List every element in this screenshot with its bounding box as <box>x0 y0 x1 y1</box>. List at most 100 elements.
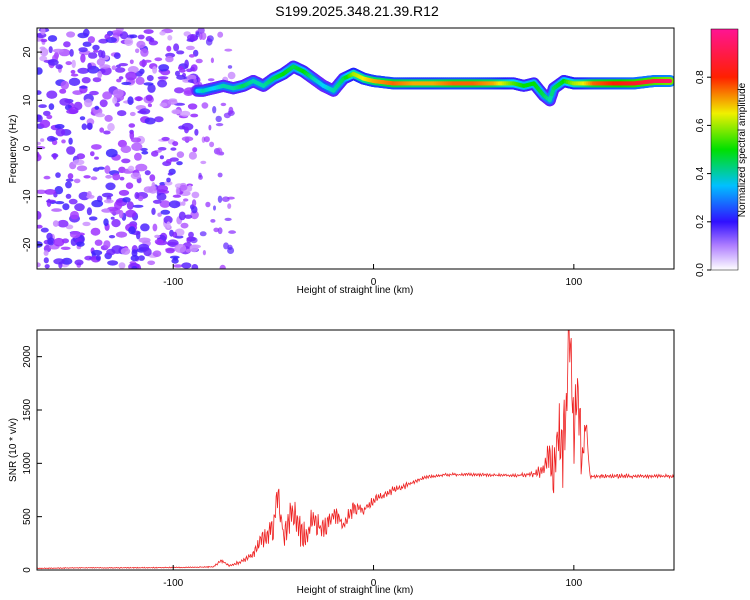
noise-blob <box>140 48 149 57</box>
snr-plot-area <box>37 330 674 570</box>
noise-blob <box>88 216 98 221</box>
noise-blob <box>121 81 132 86</box>
noise-blob <box>199 231 207 237</box>
noise-blob <box>110 216 115 220</box>
noise-blob <box>209 141 215 148</box>
y-tick-label: 2000 <box>22 345 33 368</box>
noise-blob <box>104 165 111 174</box>
noise-blob <box>50 137 58 141</box>
noise-blob <box>129 131 135 140</box>
noise-blob <box>82 221 91 227</box>
spectrogram-ridge <box>191 60 674 107</box>
noise-blob <box>37 114 43 123</box>
noise-blob <box>213 227 219 233</box>
noise-blob <box>163 215 173 224</box>
noise-blob <box>118 210 124 219</box>
noise-blob <box>165 248 175 254</box>
noise-blob <box>184 126 189 134</box>
noise-blob <box>86 122 93 130</box>
noise-blob <box>126 201 134 210</box>
noise-blob <box>157 79 168 88</box>
noise-blob <box>111 30 123 35</box>
noise-blob <box>107 260 119 266</box>
noise-blob <box>227 203 232 209</box>
noise-blob <box>210 57 214 64</box>
noise-blob <box>224 48 233 52</box>
noise-blob <box>135 76 145 85</box>
spectrogram-y-ticks: -20 -10 0 10 20 <box>22 46 42 252</box>
noise-blob <box>63 41 71 48</box>
noise-blob <box>176 50 185 55</box>
noise-blob <box>89 90 99 96</box>
noise-blob <box>167 239 179 247</box>
noise-blob <box>118 63 129 67</box>
noise-blob <box>71 59 76 69</box>
noise-blob <box>174 87 185 94</box>
noise-blob <box>111 219 121 228</box>
noise-blob <box>154 116 164 123</box>
noise-blob <box>203 136 210 143</box>
noise-blob <box>205 38 213 46</box>
noise-blob <box>111 65 117 70</box>
noise-blob <box>95 254 101 261</box>
noise-blob <box>159 31 166 36</box>
noise-blob <box>125 209 137 218</box>
noise-blob <box>119 176 125 181</box>
noise-blob <box>88 52 98 59</box>
noise-blob <box>76 241 85 247</box>
noise-blob <box>108 235 116 239</box>
colorbar-tick-label: 0.8 <box>695 70 706 84</box>
noise-blob <box>173 43 180 52</box>
noise-blob <box>134 96 143 101</box>
noise-blob <box>156 184 169 193</box>
noise-blob <box>178 68 186 73</box>
noise-blob <box>207 78 215 82</box>
noise-blob <box>159 102 168 107</box>
noise-blob <box>187 103 198 110</box>
noise-blob <box>121 158 131 164</box>
noise-blob <box>140 223 150 232</box>
noise-blob <box>159 200 171 208</box>
noise-blob <box>139 60 148 67</box>
noise-blob <box>87 36 95 44</box>
noise-blob <box>227 65 233 69</box>
x-tick-label: -100 <box>163 578 183 589</box>
noise-blob <box>47 59 59 66</box>
noise-blob <box>37 141 41 146</box>
noise-blob <box>187 79 199 84</box>
noise-blob <box>158 64 170 72</box>
noise-blob <box>217 31 224 38</box>
noise-blob <box>169 157 179 162</box>
noise-blob <box>148 40 159 46</box>
noise-blob <box>144 117 156 125</box>
noise-blob <box>129 59 134 65</box>
noise-blob <box>135 163 148 172</box>
noise-blob <box>188 231 194 238</box>
noise-blob <box>37 153 42 162</box>
noise-blob <box>160 209 171 215</box>
noise-blob <box>37 90 42 95</box>
noise-blob <box>54 186 64 195</box>
noise-blob <box>134 152 142 161</box>
noise-blob <box>190 64 198 72</box>
noise-blob <box>141 150 149 155</box>
noise-blob <box>136 40 146 49</box>
x-tick-label: 0 <box>371 277 377 288</box>
noise-blob <box>181 262 192 269</box>
noise-blob <box>227 247 235 254</box>
noise-blob <box>117 110 127 117</box>
y-tick-label: 20 <box>22 46 33 58</box>
noise-blob <box>144 170 151 176</box>
noise-blob <box>62 203 70 211</box>
noise-blob <box>216 147 223 156</box>
noise-blob <box>212 106 217 114</box>
x-tick-label: 0 <box>371 578 377 589</box>
noise-blob <box>51 208 63 212</box>
colorbar-tick-label: 0.6 <box>695 118 706 132</box>
noise-blob <box>97 70 103 79</box>
y-tick-label: 1000 <box>22 452 33 475</box>
noise-blob <box>40 38 48 43</box>
noise-blob <box>195 58 203 64</box>
noise-blob <box>65 181 72 189</box>
noise-blob <box>128 226 136 235</box>
